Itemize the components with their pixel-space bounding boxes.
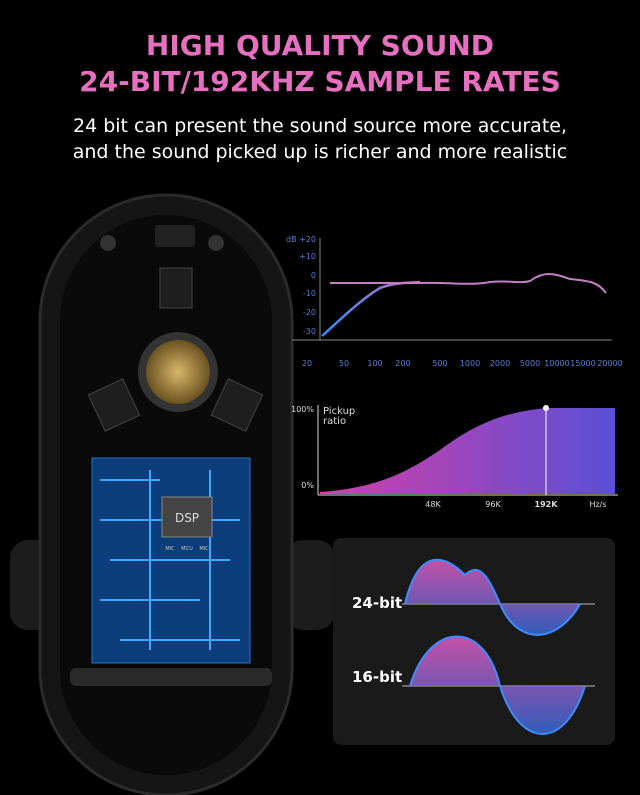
y-label: 100% [291, 405, 314, 414]
y-label: 0% [301, 481, 314, 490]
title: 24-BIT/192KHZ SAMPLE RATES [79, 65, 561, 98]
y-label: -10 [303, 289, 316, 298]
x-label: 50 [339, 359, 349, 368]
bit-label: 16-bit [352, 668, 402, 686]
x-label: 2000 [490, 359, 510, 368]
wave-24bit [404, 558, 581, 636]
legend: Pickup [323, 406, 355, 417]
response-curve [321, 280, 421, 337]
chip-label: MIC [165, 546, 175, 552]
subtitle: and the sound picked up is richer and mo… [73, 141, 568, 163]
x-label: 5000 [520, 359, 540, 368]
x-label: Hz/s [589, 500, 606, 509]
x-label: 20000 [597, 359, 622, 368]
x-label: 96K [485, 500, 501, 509]
chip-label: MCU [181, 546, 193, 552]
x-label: 100 [367, 359, 382, 368]
marker [543, 405, 549, 411]
x-label: 192K [535, 500, 559, 509]
y-label: dB +20 [286, 235, 316, 244]
legend: ratio [323, 416, 346, 427]
x-label: 200 [395, 359, 410, 368]
chip-label: DSP [175, 511, 199, 525]
bit-label: 24-bit [352, 594, 402, 612]
microphone [10, 193, 335, 795]
x-label: 20 [302, 359, 312, 368]
pickup-area [320, 408, 615, 494]
y-label: +10 [299, 252, 316, 261]
chip-label: MIC [199, 546, 209, 552]
x-label: 48K [425, 500, 441, 509]
subtitle: 24 bit can present the sound source more… [73, 115, 567, 137]
bit-depth-panel [333, 538, 615, 745]
frequency-chart [292, 238, 612, 341]
title: HIGH QUALITY SOUND [146, 29, 494, 62]
y-label: 0 [311, 271, 316, 280]
x-label: 10000 [544, 359, 569, 368]
y-label: -30 [303, 327, 316, 336]
y-label: -20 [303, 308, 316, 317]
x-label: 500 [432, 359, 447, 368]
x-label: 1000 [460, 359, 480, 368]
x-label: 15000 [570, 359, 595, 368]
pickup-chart [317, 405, 618, 496]
response-curve [330, 273, 607, 294]
wave-16bit [409, 635, 586, 735]
